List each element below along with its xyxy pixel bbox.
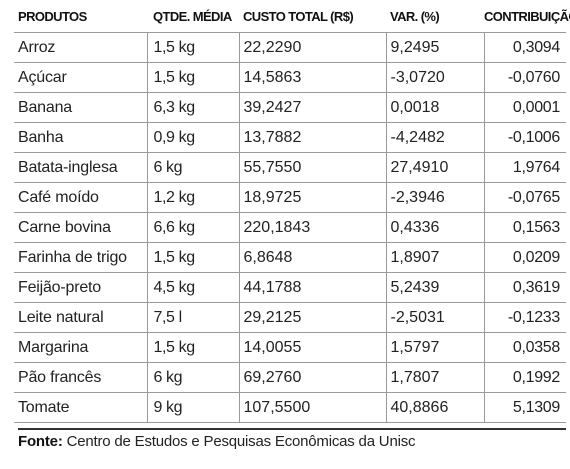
cell-qtde: 9 kg: [147, 392, 240, 423]
cell-variacao: 5,2439: [386, 272, 485, 303]
source-text: Centro de Estudos e Pesquisas Econômicas…: [66, 433, 416, 450]
cell-variacao: -2,3946: [386, 182, 485, 213]
source-footer: Fonte: Centro de Estudos e Pesquisas Eco…: [18, 428, 566, 454]
cell-qtde: 1,5 kg: [147, 62, 240, 93]
cell-variacao: 27,4910: [386, 152, 485, 183]
table-row: Açúcar 1,5 kg 14,5863 -3,0720 -0,0760: [14, 62, 566, 93]
header-qtde-media: QTDE. MÉDIA: [147, 0, 239, 33]
table-row: Leite natural 7,5 l 29,2125 -2,5031 -0,1233: [14, 302, 566, 333]
cell-variacao: 1,8907: [386, 242, 485, 273]
cell-custo-total: 220,1843: [239, 212, 387, 243]
cell-contribuicao: -0,0760: [484, 62, 566, 93]
cell-custo-total: 6,8648: [239, 242, 387, 273]
cell-custo-total: 29,2125: [239, 302, 387, 333]
cell-contribuicao: 0,3619: [484, 272, 566, 303]
cell-custo-total: 107,5500: [239, 392, 387, 423]
cell-contribuicao: 0,0001: [484, 92, 566, 123]
cell-contribuicao: 0,1992: [484, 362, 566, 393]
table-header: PRODUTOS QTDE. MÉDIA CUSTO TOTAL (R$) VA…: [14, 0, 570, 33]
cell-custo-total: 22,2290: [239, 32, 387, 63]
table-row: Tomate 9 kg 107,5500 40,8866 5,1309: [14, 392, 566, 423]
cell-qtde: 4,5 kg: [147, 272, 240, 303]
table-row: Batata-inglesa 6 kg 55,7550 27,4910 1,9764: [14, 152, 566, 183]
cell-contribuicao: -0,1006: [484, 122, 566, 153]
cell-variacao: 0,4336: [386, 212, 485, 243]
cell-variacao: 1,5797: [386, 332, 485, 363]
table-row: Arroz 1,5 kg 22,2290 9,2495 0,3094: [14, 32, 566, 63]
table-row: Farinha de trigo 1,5 kg 6,8648 1,8907 0,0209: [14, 242, 566, 273]
cell-contribuicao: 1,9764: [484, 152, 566, 183]
table-row: Banana 6,3 kg 39,2427 0,0018 0,0001: [14, 92, 566, 123]
header-contribuicao: CONTRIBUIÇÃO: [484, 0, 570, 33]
cell-qtde: 1,2 kg: [147, 182, 240, 213]
table-row: Banha 0,9 kg 13,7882 -4,2482 -0,1006: [14, 122, 566, 153]
cell-custo-total: 55,7550: [239, 152, 387, 183]
table-row: Feijão-preto 4,5 kg 44,1788 5,2439 0,3619: [14, 272, 566, 303]
price-table: PRODUTOS QTDE. MÉDIA CUSTO TOTAL (R$) VA…: [14, 0, 570, 423]
cell-contribuicao: 0,0209: [484, 242, 566, 273]
cell-variacao: 40,8866: [386, 392, 485, 423]
cell-produto: Leite natural: [14, 302, 148, 333]
cell-qtde: 1,5 kg: [147, 332, 240, 363]
cell-contribuicao: 0,3094: [484, 32, 566, 63]
cell-contribuicao: 0,1563: [484, 212, 566, 243]
price-table-container: PRODUTOS QTDE. MÉDIA CUSTO TOTAL (R$) VA…: [14, 0, 570, 423]
cell-custo-total: 13,7882: [239, 122, 387, 153]
cell-variacao: 0,0018: [386, 92, 485, 123]
cell-qtde: 6 kg: [147, 152, 240, 183]
table-body: Arroz 1,5 kg 22,2290 9,2495 0,3094 Açúcar 1,5 …: [14, 32, 566, 423]
header-custo-total: CUSTO TOTAL (R$): [239, 0, 386, 33]
cell-produto: Açúcar: [14, 62, 148, 93]
cell-qtde: 7,5 l: [147, 302, 240, 333]
table-row: Carne bovina 6,6 kg 220,1843 0,4336 0,1563: [14, 212, 566, 243]
cell-custo-total: 14,5863: [239, 62, 387, 93]
cell-variacao: -2,5031: [386, 302, 485, 333]
cell-produto: Margarina: [14, 332, 148, 363]
cell-variacao: 9,2495: [386, 32, 485, 63]
cell-qtde: 0,9 kg: [147, 122, 240, 153]
cell-qtde: 1,5 kg: [147, 242, 240, 273]
cell-custo-total: 14,0055: [239, 332, 387, 363]
table-row: Café moído 1,2 kg 18,9725 -2,3946 -0,0765: [14, 182, 566, 213]
cell-produto: Feijão-preto: [14, 272, 148, 303]
table-row: Pão francês 6 kg 69,2760 1,7807 0,1992: [14, 362, 566, 393]
source-label: Fonte:: [18, 433, 63, 450]
cell-produto: Tomate: [14, 392, 148, 423]
header-variacao: VAR. (%): [386, 0, 484, 33]
cell-custo-total: 44,1788: [239, 272, 387, 303]
cell-contribuicao: -0,0765: [484, 182, 566, 213]
header-produtos: PRODUTOS: [14, 0, 147, 33]
cell-variacao: -3,0720: [386, 62, 485, 93]
header-row: PRODUTOS QTDE. MÉDIA CUSTO TOTAL (R$) VA…: [14, 0, 570, 33]
cell-qtde: 6,3 kg: [147, 92, 240, 123]
cell-qtde: 1,5 kg: [147, 32, 240, 63]
cell-custo-total: 39,2427: [239, 92, 387, 123]
cell-custo-total: 18,9725: [239, 182, 387, 213]
table-row: Margarina 1,5 kg 14,0055 1,5797 0,0358: [14, 332, 566, 363]
cell-contribuicao: 5,1309: [484, 392, 566, 423]
cell-produto: Banana: [14, 92, 148, 123]
cell-produto: Arroz: [14, 32, 148, 63]
cell-produto: Farinha de trigo: [14, 242, 148, 273]
cell-contribuicao: 0,0358: [484, 332, 566, 363]
cell-produto: Banha: [14, 122, 148, 153]
cell-qtde: 6,6 kg: [147, 212, 240, 243]
cell-produto: Carne bovina: [14, 212, 148, 243]
cell-produto: Batata-inglesa: [14, 152, 148, 183]
cell-produto: Pão francês: [14, 362, 148, 393]
cell-contribuicao: -0,1233: [484, 302, 566, 333]
cell-produto: Café moído: [14, 182, 148, 213]
cell-qtde: 6 kg: [147, 362, 240, 393]
cell-custo-total: 69,2760: [239, 362, 387, 393]
cell-variacao: 1,7807: [386, 362, 485, 393]
cell-variacao: -4,2482: [386, 122, 485, 153]
